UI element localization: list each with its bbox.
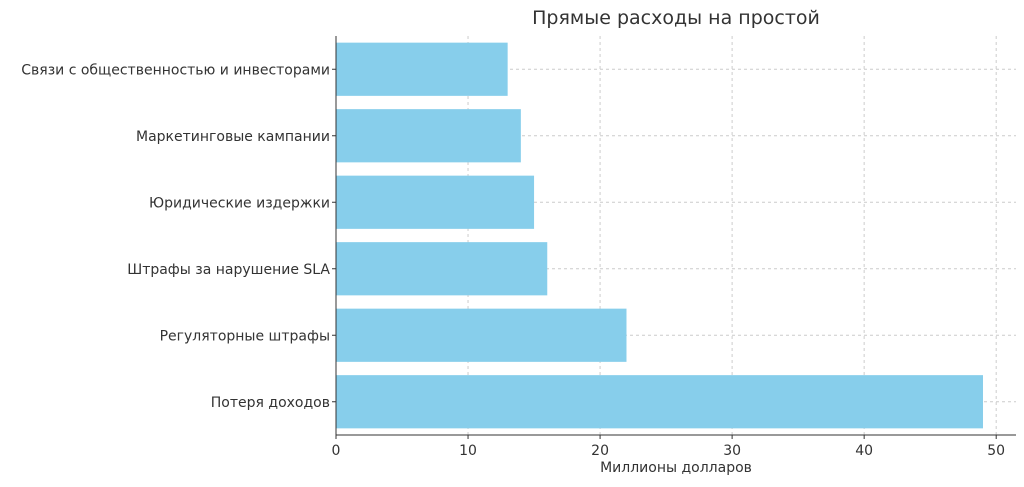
x-tick-label: 20 bbox=[591, 443, 609, 459]
x-tick-labels: 0 10 20 30 40 50 bbox=[332, 443, 1006, 459]
bar bbox=[336, 242, 548, 296]
category-label: Потеря доходов bbox=[211, 395, 330, 411]
x-tick-label: 10 bbox=[459, 443, 477, 459]
category-label: Связи с общественностью и инвесторами bbox=[21, 62, 330, 78]
y-category-labels: Потеря доходов Регуляторные штрафы Штрафы … bbox=[21, 62, 330, 411]
x-tick-label: 40 bbox=[855, 443, 873, 459]
category-label: Регуляторные штрафы bbox=[160, 328, 330, 344]
axes-layer bbox=[332, 36, 1016, 439]
category-label: Маркетинговые кампании bbox=[136, 129, 330, 145]
bar bbox=[336, 175, 535, 229]
category-label: Штрафы за нарушение SLA bbox=[127, 262, 330, 278]
x-tick-label: 30 bbox=[723, 443, 741, 459]
x-axis-title: Миллионы долларов bbox=[600, 460, 752, 476]
x-tick-label: 0 bbox=[332, 443, 341, 459]
bars-layer bbox=[336, 42, 983, 429]
bar bbox=[336, 308, 627, 362]
x-tick-label: 50 bbox=[987, 443, 1005, 459]
bar bbox=[336, 109, 521, 163]
bar bbox=[336, 42, 508, 96]
bar bbox=[336, 375, 983, 429]
category-label: Юридические издержки bbox=[149, 195, 330, 211]
chart-title: Прямые расходы на простой bbox=[532, 7, 820, 29]
